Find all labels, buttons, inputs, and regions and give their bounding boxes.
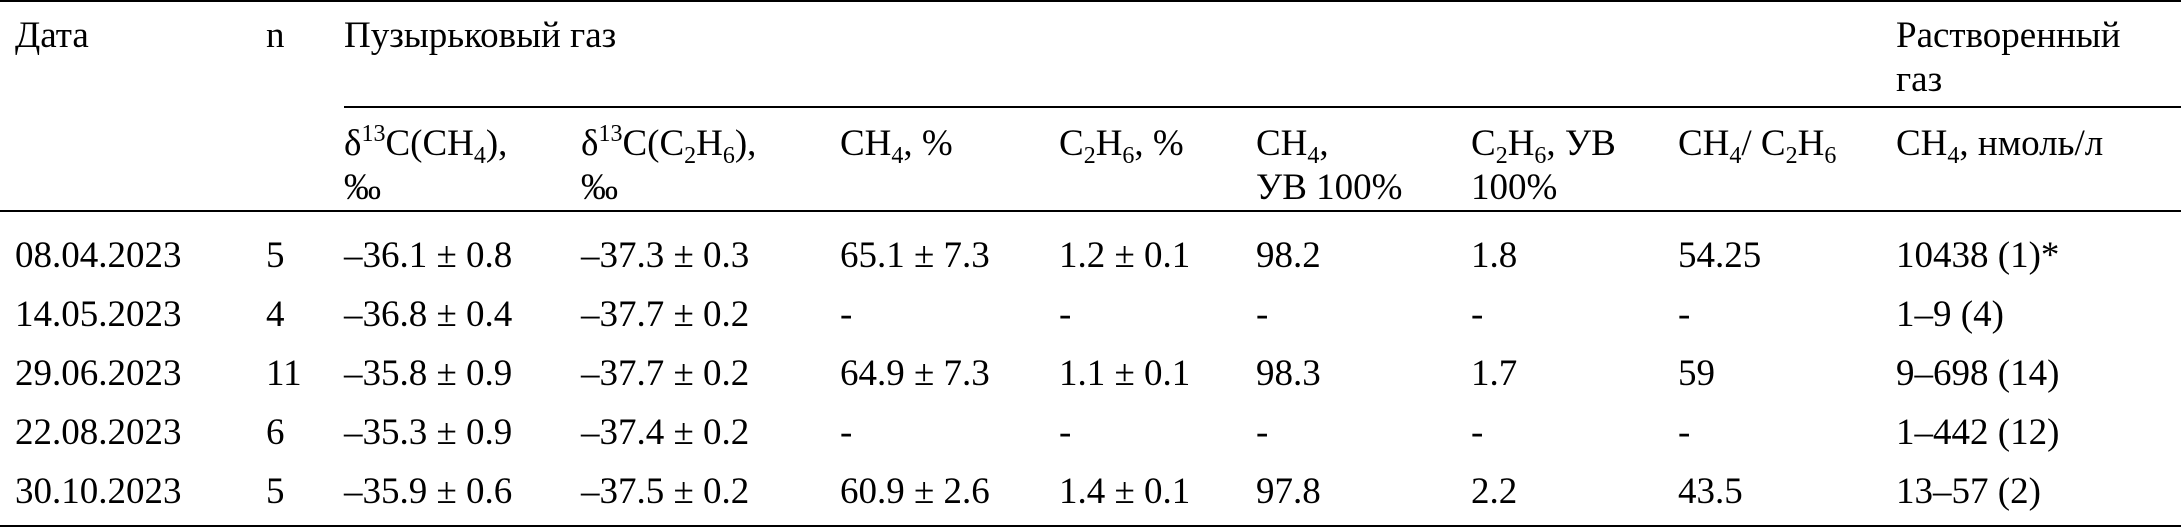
- table-cell: 97.8: [1256, 470, 1321, 512]
- header-d13c-c2h6: δ13C(C2H6), ‰: [581, 106, 840, 211]
- table-body: 08.04.2023 5 –36.1 ± 0.8 –37.3 ± 0.3 65.1 ± …: [0, 211, 2181, 526]
- table-cell: 1.1 ± 0.1: [1059, 352, 1191, 394]
- table-cell: 2.2: [1471, 470, 1518, 512]
- table-cell: 65.1 ± 7.3: [840, 234, 990, 276]
- table-cell: 1.2 ± 0.1: [1059, 234, 1191, 276]
- header-date: Дата: [15, 15, 89, 56]
- table-cell: -: [1678, 293, 1691, 335]
- header-c2h6-percent: C2H6, %: [1059, 106, 1256, 211]
- table-cell: –35.8 ± 0.9: [344, 352, 513, 394]
- table-cell: -: [1059, 411, 1072, 453]
- table-cell: 43.5: [1678, 470, 1743, 512]
- table-cell: 1.4 ± 0.1: [1059, 470, 1191, 512]
- table-row: 22.08.2023 6 –35.3 ± 0.9 –37.4 ± 0.2 - - - - - 1–…: [0, 403, 2181, 462]
- table-row: 08.04.2023 5 –36.1 ± 0.8 –37.3 ± 0.3 65.1 ± …: [0, 211, 2181, 285]
- table-cell: -: [840, 293, 853, 335]
- table-cell: –36.1 ± 0.8: [344, 234, 513, 276]
- table-cell: 1.8: [1471, 234, 1518, 276]
- table-cell: –37.5 ± 0.2: [581, 470, 750, 512]
- table-row: 30.10.2023 5 –35.9 ± 0.6 –37.5 ± 0.2 60.9 ± …: [0, 462, 2181, 526]
- table-cell: 54.25: [1678, 234, 1762, 276]
- table-cell: 5: [266, 234, 285, 276]
- table-cell: 11: [266, 352, 302, 394]
- header-ch4-hc100: CH4, УВ 100%: [1256, 106, 1471, 211]
- table-cell: –35.3 ± 0.9: [344, 411, 513, 453]
- table-cell: -: [1256, 411, 1269, 453]
- table-cell: 1.7: [1471, 352, 1518, 394]
- table-cell: 1–9 (4): [1896, 293, 2004, 335]
- table-cell: 98.2: [1256, 234, 1321, 276]
- table-cell: –37.4 ± 0.2: [581, 411, 750, 453]
- table-cell: -: [840, 411, 853, 453]
- table-cell: 59: [1678, 352, 1715, 394]
- table-cell: –36.8 ± 0.4: [344, 293, 513, 335]
- table-cell: 29.06.2023: [15, 352, 182, 394]
- table-cell: -: [1471, 293, 1484, 335]
- table-cell: 5: [266, 470, 285, 512]
- table-cell: 1–442 (12): [1896, 411, 2060, 453]
- header-ch4-c2h6-ratio: CH4/ C2H6: [1678, 106, 1896, 211]
- header-ch4-percent: CH4, %: [840, 106, 1059, 211]
- table-cell: –37.7 ± 0.2: [581, 352, 750, 394]
- table-cell: -: [1678, 411, 1691, 453]
- header-dissolved-gas: Растворенный газ: [1896, 1, 2181, 107]
- table-cell: 64.9 ± 7.3: [840, 352, 990, 394]
- table-cell: 6: [266, 411, 285, 453]
- header-row-2: δ13C(CH4), ‰ δ13C(C2H6), ‰ CH4, % C2H6, % …: [0, 106, 2181, 211]
- header-dissolved-gas-line2: газ: [1896, 59, 1943, 100]
- header-dissolved-gas-line1: Растворенный: [1896, 15, 2121, 56]
- table-cell: 10438 (1)*: [1896, 234, 2060, 276]
- table-cell: –37.3 ± 0.3: [581, 234, 750, 276]
- header-row-1: Дата n Пузырьковый газ Растворенный газ: [0, 1, 2181, 107]
- table-cell: 9–698 (14): [1896, 352, 2060, 394]
- table-cell: 98.3: [1256, 352, 1321, 394]
- header-bubble-gas: Пузырьковый газ: [344, 15, 617, 56]
- header-c2h6-hc100: C2H6, УВ 100%: [1471, 106, 1678, 211]
- table-cell: 60.9 ± 2.6: [840, 470, 990, 512]
- table-cell: -: [1471, 411, 1484, 453]
- table-cell: –35.9 ± 0.6: [344, 470, 513, 512]
- table-cell: -: [1059, 293, 1072, 335]
- table-cell: 13–57 (2): [1896, 470, 2041, 512]
- table-cell: 14.05.2023: [15, 293, 182, 335]
- header-ch4-nmol: CH4, нмоль/л: [1896, 106, 2181, 211]
- table-row: 14.05.2023 4 –36.8 ± 0.4 –37.7 ± 0.2 - - - - - 1–…: [0, 285, 2181, 344]
- header-d13c-ch4: δ13C(CH4), ‰: [344, 106, 581, 211]
- table-row: 29.06.2023 11 –35.8 ± 0.9 –37.7 ± 0.2 64.9 ±…: [0, 344, 2181, 403]
- table-cell: 08.04.2023: [15, 234, 182, 276]
- table-cell: –37.7 ± 0.2: [581, 293, 750, 335]
- table-cell: 22.08.2023: [15, 411, 182, 453]
- table-cell: -: [1256, 293, 1269, 335]
- header-n: n: [266, 15, 285, 56]
- table-cell: 4: [266, 293, 285, 335]
- table-cell: 30.10.2023: [15, 470, 182, 512]
